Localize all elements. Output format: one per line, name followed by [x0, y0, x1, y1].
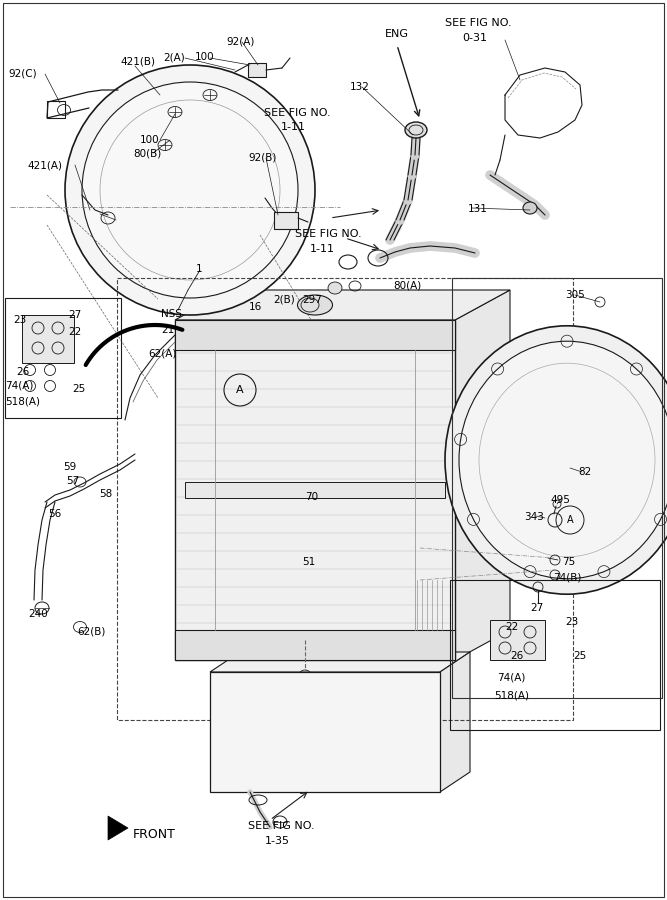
Polygon shape	[175, 290, 510, 320]
Text: 305: 305	[565, 290, 585, 300]
Text: 2(A): 2(A)	[163, 52, 185, 62]
Bar	[175, 320, 455, 350]
Bar	[274, 212, 298, 229]
Text: A: A	[236, 385, 244, 395]
Text: 74(A): 74(A)	[5, 381, 33, 391]
Text: SEE FIG NO.: SEE FIG NO.	[445, 18, 512, 28]
Text: 1-11: 1-11	[281, 122, 306, 132]
Text: 59: 59	[63, 462, 76, 472]
Text: 92(B): 92(B)	[248, 153, 276, 163]
Polygon shape	[440, 652, 470, 792]
Text: 80(A): 80(A)	[393, 280, 422, 290]
Bar	[22, 315, 74, 363]
Text: 57: 57	[66, 476, 79, 486]
Text: NSS: NSS	[161, 309, 182, 319]
Text: 51: 51	[302, 557, 315, 567]
Text: 21: 21	[161, 325, 174, 335]
Text: 25: 25	[72, 384, 85, 394]
Ellipse shape	[445, 326, 667, 594]
Bar	[452, 278, 662, 698]
Text: 297: 297	[302, 295, 322, 305]
Bar	[5, 298, 121, 418]
Text: 23: 23	[13, 315, 26, 325]
Polygon shape	[455, 290, 510, 660]
Text: 26: 26	[510, 651, 523, 661]
Bar	[248, 63, 266, 77]
Text: SEE FIG NO.: SEE FIG NO.	[248, 821, 315, 831]
Polygon shape	[108, 816, 128, 840]
Text: 27: 27	[530, 603, 543, 613]
Text: 70: 70	[305, 492, 318, 502]
Text: SEE FIG NO.: SEE FIG NO.	[264, 108, 331, 118]
Text: 132: 132	[350, 82, 370, 92]
Bar	[117, 278, 573, 720]
Bar	[210, 672, 440, 792]
Text: 62(A): 62(A)	[148, 349, 176, 359]
Text: 1: 1	[196, 264, 203, 274]
Text: 62(B): 62(B)	[77, 627, 105, 637]
Text: 421(A): 421(A)	[27, 160, 62, 170]
Ellipse shape	[523, 202, 537, 214]
Text: 343: 343	[524, 512, 544, 522]
Text: 25: 25	[573, 651, 586, 661]
Bar	[490, 620, 545, 660]
Text: 240: 240	[28, 609, 48, 619]
Ellipse shape	[65, 65, 315, 315]
Text: 75: 75	[562, 557, 575, 567]
Text: 1-35: 1-35	[265, 836, 290, 846]
Text: 100: 100	[195, 52, 215, 62]
Text: 518(A): 518(A)	[5, 397, 40, 407]
Text: 74(B): 74(B)	[553, 572, 582, 582]
Text: 23: 23	[565, 617, 578, 627]
Ellipse shape	[328, 282, 342, 294]
Text: 22: 22	[68, 327, 81, 337]
Text: 80(B): 80(B)	[133, 149, 161, 159]
Bar	[450, 580, 660, 730]
Text: 26: 26	[16, 367, 29, 377]
Ellipse shape	[297, 295, 333, 315]
Text: 100: 100	[140, 135, 159, 145]
Text: SEE FIG NO.: SEE FIG NO.	[295, 229, 362, 239]
Bar	[185, 482, 445, 498]
Text: 82: 82	[578, 467, 591, 477]
Text: 131: 131	[468, 204, 488, 214]
Text: 421(B): 421(B)	[120, 57, 155, 67]
Text: 74(A): 74(A)	[497, 673, 526, 683]
Text: 518(A): 518(A)	[494, 691, 529, 701]
Text: ENG: ENG	[385, 29, 409, 39]
Ellipse shape	[405, 122, 427, 138]
Bar	[175, 630, 455, 660]
Polygon shape	[210, 652, 470, 672]
Text: 27: 27	[68, 310, 81, 320]
Text: 92(A): 92(A)	[226, 36, 254, 46]
Text: 0-31: 0-31	[462, 33, 487, 43]
Text: 56: 56	[48, 509, 61, 519]
Text: 92(C): 92(C)	[8, 68, 37, 78]
Text: 16: 16	[249, 302, 262, 312]
Text: 22: 22	[505, 622, 518, 632]
Ellipse shape	[82, 82, 298, 298]
Bar	[175, 320, 455, 660]
Text: 58: 58	[99, 489, 112, 499]
Ellipse shape	[459, 341, 667, 579]
Text: A: A	[567, 515, 574, 525]
Bar	[47, 101, 65, 118]
Text: FRONT: FRONT	[133, 828, 176, 841]
Text: 1-11: 1-11	[310, 244, 335, 254]
Text: 495: 495	[550, 495, 570, 505]
Text: 2(B): 2(B)	[273, 295, 295, 305]
